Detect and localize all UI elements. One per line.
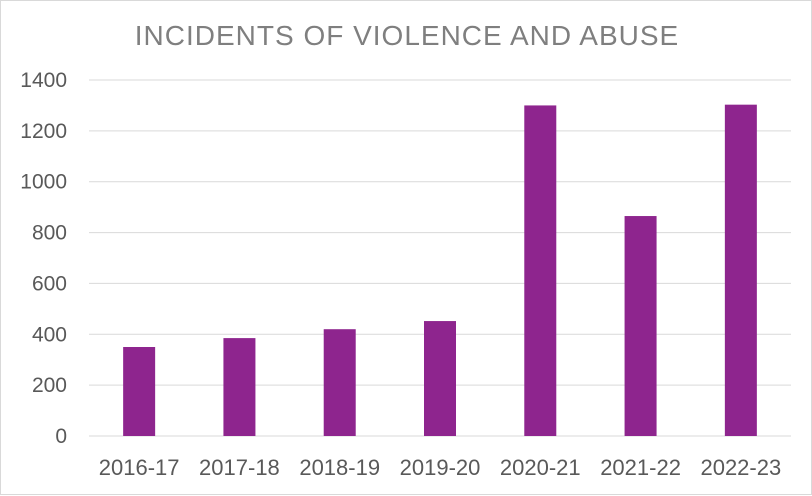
x-tick-label: 2020-21: [500, 455, 581, 480]
y-tick-label: 400: [32, 323, 67, 346]
y-axis-ticks: 0 200 400 600 800 1000 1200 1400: [20, 69, 67, 448]
bar: [223, 338, 256, 436]
y-tick-label: 600: [32, 272, 67, 295]
bar: [524, 105, 557, 436]
x-tick-label: 2022-23: [700, 455, 781, 480]
x-tick-label: 2016-17: [99, 455, 180, 480]
x-tick-label: 2017-18: [199, 455, 280, 480]
y-tick-label: 1200: [20, 120, 67, 143]
y-tick-label: 200: [32, 374, 67, 397]
bar: [323, 329, 356, 436]
bar: [624, 216, 657, 436]
y-tick-label: 1400: [20, 69, 67, 92]
y-tick-label: 0: [55, 425, 67, 448]
bar: [724, 104, 757, 436]
bar: [424, 321, 456, 436]
x-axis-ticks: 2016-17 2017-18 2018-19 2019-20 2020-21 2021-…: [99, 455, 781, 480]
x-tick-label: 2018-19: [299, 455, 380, 480]
y-tick-label: 800: [32, 222, 67, 245]
bars: [123, 104, 757, 436]
y-tick-label: 1000: [20, 171, 67, 194]
x-tick-label: 2019-20: [400, 455, 481, 480]
bar: [123, 347, 156, 436]
x-tick-label: 2021-22: [600, 455, 681, 480]
chart-title: INCIDENTS OF VIOLENCE AND ABUSE: [135, 20, 679, 51]
